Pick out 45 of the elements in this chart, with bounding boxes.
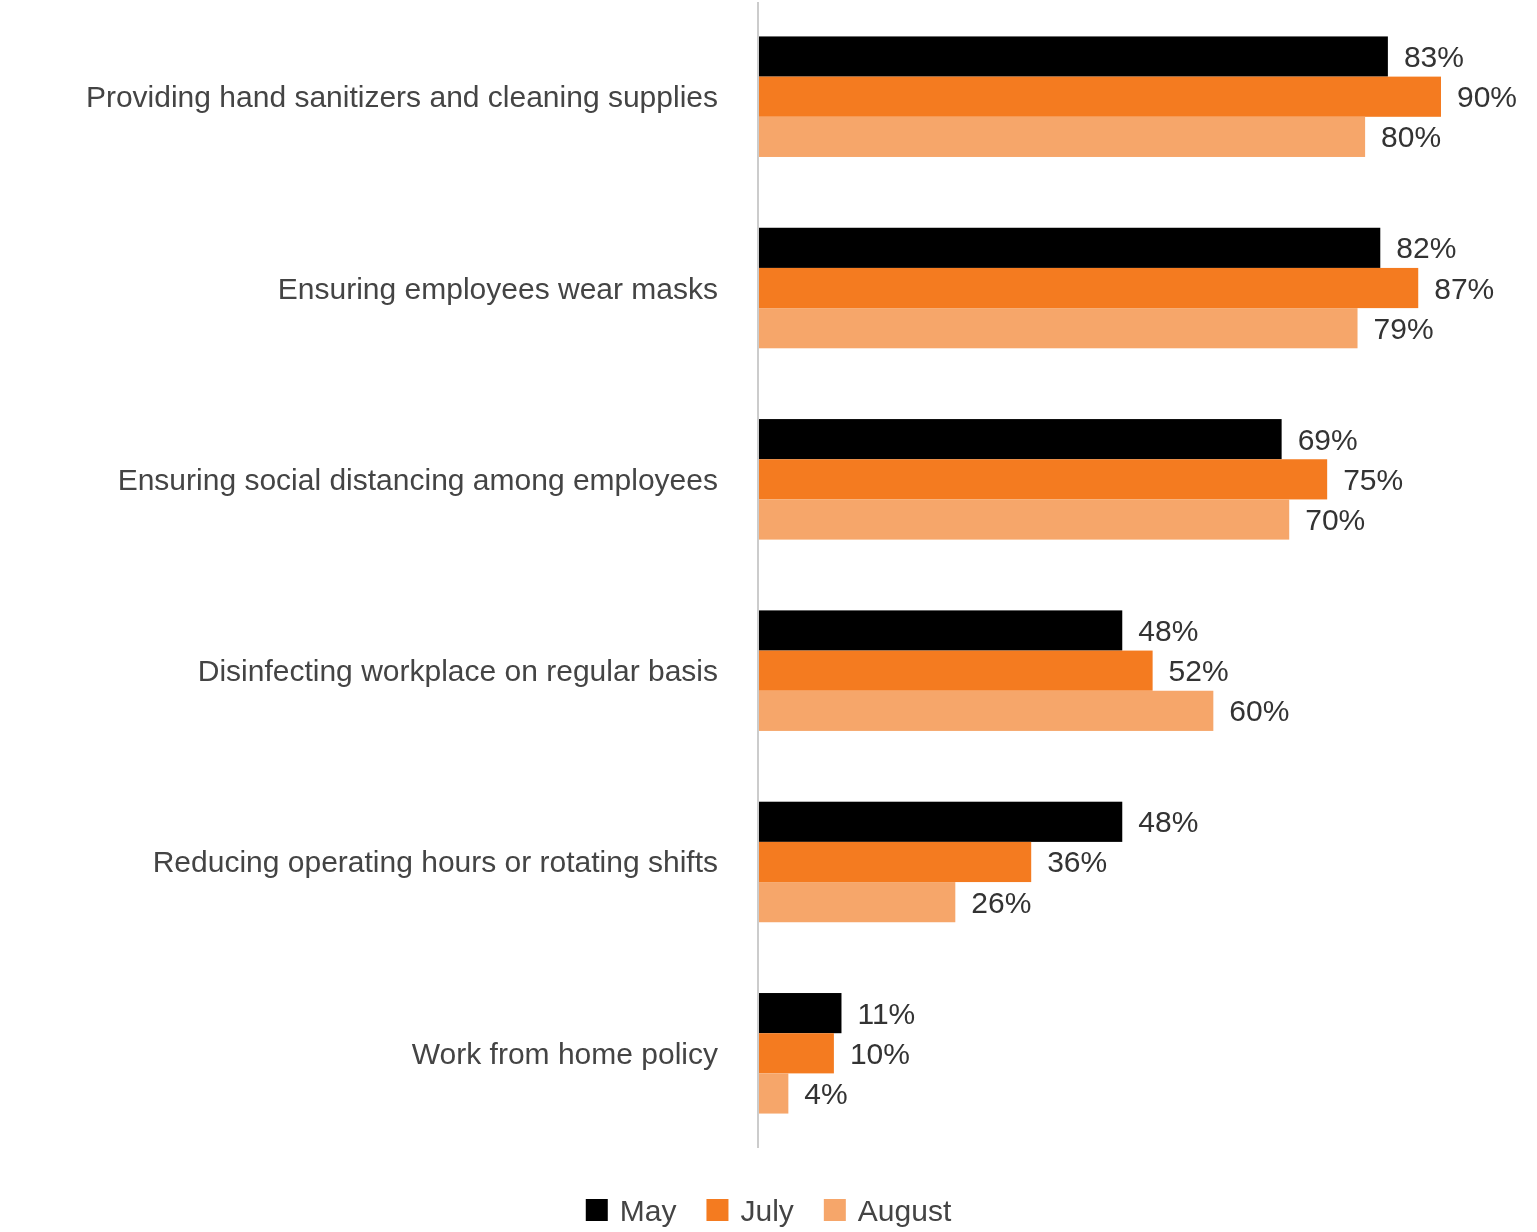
bar [758, 690, 1214, 731]
bar [758, 227, 1381, 268]
bar [758, 116, 1366, 157]
y-tick-label: Ensuring social distancing among employees [117, 462, 718, 496]
data-label: 82% [1396, 231, 1457, 265]
bar [758, 308, 1358, 349]
legend-label: May [619, 1193, 677, 1227]
data-label: 70% [1305, 503, 1366, 537]
bar [758, 499, 1290, 540]
bar [758, 459, 1328, 500]
bar [758, 801, 1123, 842]
bar [758, 1033, 834, 1074]
data-label: 80% [1381, 120, 1442, 154]
data-label: 4% [804, 1076, 848, 1110]
data-label: 79% [1373, 311, 1434, 345]
data-label: 10% [849, 1036, 910, 1070]
data-label: 60% [1229, 694, 1290, 728]
y-tick-label: Ensuring employees wear masks [277, 271, 718, 305]
data-label: 11% [857, 996, 916, 1030]
bar [758, 882, 956, 923]
data-label: 26% [971, 885, 1032, 919]
bar [758, 841, 1032, 883]
data-label: 90% [1457, 80, 1518, 114]
data-label: 48% [1138, 613, 1199, 647]
bar [758, 610, 1123, 651]
bar [758, 76, 1441, 117]
bar [758, 267, 1419, 309]
data-label: 36% [1047, 845, 1108, 879]
legend-label: July [740, 1193, 794, 1227]
bar [758, 36, 1388, 77]
data-label: 52% [1168, 654, 1229, 688]
y-tick-label: Disinfecting workplace on regular basis [197, 654, 718, 688]
y-tick-label: Providing hand sanitizers and cleaning supplies [85, 80, 718, 114]
bar [758, 650, 1153, 691]
y-tick-label: Work from home policy [411, 1036, 718, 1070]
bar [758, 419, 1282, 460]
y-tick-label: Reducing operating hours or rotating shifts [152, 845, 718, 879]
data-label: 48% [1138, 805, 1199, 839]
data-label: 69% [1297, 422, 1358, 456]
data-label: 83% [1403, 40, 1464, 74]
legend-label: August [857, 1193, 952, 1227]
data-label: 75% [1343, 462, 1404, 496]
bar [758, 993, 842, 1034]
bar [758, 1073, 789, 1114]
data-label: 87% [1434, 271, 1495, 305]
